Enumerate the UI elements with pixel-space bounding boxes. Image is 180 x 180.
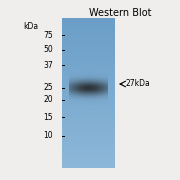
Text: 50: 50 <box>43 45 53 54</box>
Text: 25: 25 <box>43 83 53 92</box>
Text: 20: 20 <box>43 95 53 104</box>
Text: 10: 10 <box>43 131 53 140</box>
Text: Western Blot: Western Blot <box>89 8 151 18</box>
Text: kDa: kDa <box>23 22 38 31</box>
Text: 75: 75 <box>43 31 53 40</box>
Text: 15: 15 <box>43 112 53 122</box>
Text: 37: 37 <box>43 61 53 70</box>
Text: 27kDa: 27kDa <box>126 80 151 89</box>
